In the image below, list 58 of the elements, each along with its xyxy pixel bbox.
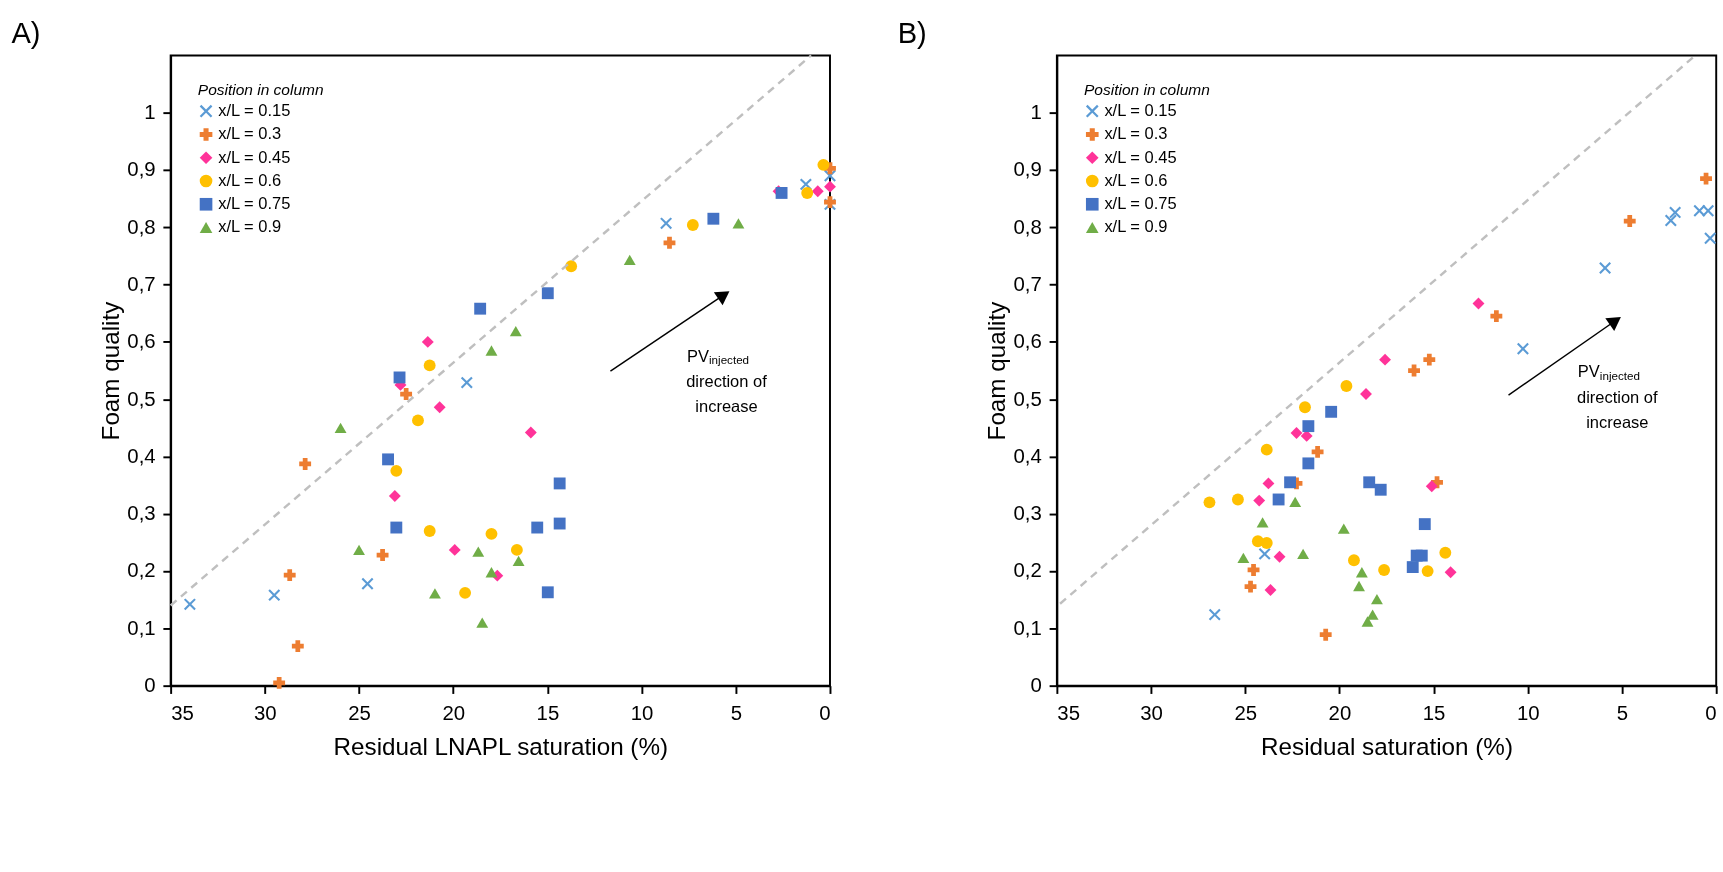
legend-label: x/L = 0.6 [1104,170,1168,189]
x-tick-label: 35 [1057,702,1081,725]
x-tick-label: 10 [630,702,654,725]
y-tick-label: 1 [1030,101,1042,124]
y-tick-label: 0,3 [1013,502,1042,525]
y-tick-label: 0,7 [1013,272,1042,295]
x-tick-label: 0 [1705,702,1717,725]
legend-label: x/L = 0.75 [1104,194,1177,213]
y-tick-label: 0,2 [1013,559,1042,582]
legend-title: Position in column [1084,81,1210,99]
y-tick-label: 0,3 [127,502,156,525]
x-tick-label: 30 [1140,702,1163,725]
legend-label: x/L = 0.15 [1104,101,1177,120]
y-tick-label: 0,5 [1013,387,1042,410]
legend-title: Position in column [197,81,324,99]
chart-title: B) [897,16,927,49]
y-tick-label: 0,5 [127,387,156,410]
y-tick-label: 0 [1030,673,1042,696]
legend-label: x/L = 0.3 [1104,124,1168,143]
x-tick-label: 5 [1616,702,1629,725]
y-tick-label: 0,9 [127,158,156,181]
y-tick-label: 0,2 [127,559,156,582]
legend-label: x/L = 0.15 [218,101,291,120]
y-axis-title: Foam quality [982,300,1010,441]
x-tick-label: 30 [254,702,277,725]
x-axis-title: Residual saturation (%) [1261,733,1513,761]
y-tick-label: 0,1 [1013,616,1042,639]
y-tick-label: 0,7 [127,272,156,295]
legend-label: x/L = 0.45 [1104,147,1177,166]
y-tick-label: 0,4 [1013,444,1042,467]
y-tick-label: 1 [144,101,156,124]
legend-label: x/L = 0.3 [218,124,282,143]
legend-label: x/L = 0.9 [218,217,282,236]
y-tick-label: 0,1 [127,616,156,639]
legend-label: x/L = 0.75 [218,194,291,213]
x-tick-label: 15 [1422,702,1446,725]
y-axis-title: Foam quality [96,300,124,441]
y-tick-label: 0 [144,673,156,696]
chart-title: A) [11,16,41,49]
y-tick-label: 0,8 [1013,215,1042,238]
y-tick-label: 0,9 [1013,158,1042,181]
x-tick-label: 20 [442,702,466,725]
y-tick-label: 0,8 [127,215,156,238]
x-axis-title: Residual LNAPL saturation (%) [333,733,669,761]
x-tick-label: 10 [1516,702,1540,725]
x-tick-label: 35 [171,702,194,725]
x-tick-label: 5 [730,702,742,725]
legend-label: x/L = 0.45 [218,147,291,166]
y-tick-label: 0,6 [1013,330,1042,353]
legend-label: x/L = 0.6 [218,170,282,189]
x-tick-label: 15 [536,702,560,725]
x-tick-label: 25 [348,702,371,725]
y-tick-label: 0,6 [127,330,156,353]
x-tick-label: 0 [819,702,831,725]
x-tick-label: 25 [1234,702,1258,725]
legend-label: x/L = 0.9 [1104,217,1168,236]
y-tick-label: 0,4 [127,444,156,467]
x-tick-label: 20 [1328,702,1352,725]
